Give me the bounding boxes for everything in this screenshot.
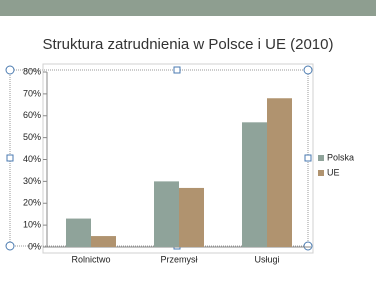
y-tick-label: 10%: [23, 220, 41, 230]
chart-title: Struktura zatrudnienia w Polsce i UE (20…: [43, 36, 334, 53]
y-tick-label: 50%: [23, 132, 41, 142]
y-tick-label: 80%: [23, 66, 41, 76]
x-tick-label: Przemysł: [160, 254, 197, 264]
selection-handles[interactable]: [5, 65, 313, 251]
y-tick-label: 20%: [23, 198, 41, 208]
legend-swatch: [318, 155, 324, 161]
y-tick-label: 0%: [28, 241, 41, 251]
bar: [66, 218, 91, 247]
y-tick-label: 40%: [23, 154, 41, 164]
y-tick-label: 70%: [23, 88, 41, 98]
bar: [91, 236, 116, 247]
legend-swatch: [318, 170, 324, 176]
y-tick-label: 30%: [23, 176, 41, 186]
bar: [267, 98, 292, 247]
bar: [242, 122, 267, 247]
x-tick-label: Rolnictwo: [71, 254, 110, 264]
bar: [154, 181, 179, 247]
y-tick-label: 60%: [23, 110, 41, 120]
legend-label: UE: [327, 167, 340, 177]
legend-label: Polska: [327, 152, 354, 162]
slide-header-bar: [0, 0, 376, 16]
plot-area: [42, 63, 314, 254]
bar: [179, 187, 204, 247]
x-tick-label: Usługi: [254, 254, 279, 264]
